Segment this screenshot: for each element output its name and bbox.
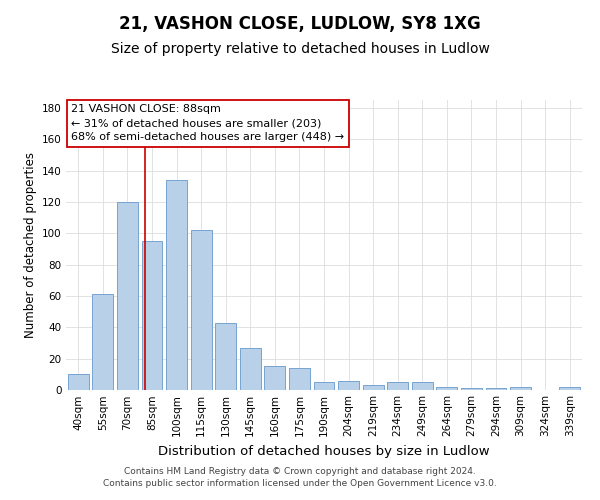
Bar (191, 230, 212, 390)
Bar (215, 322, 236, 390)
Bar (387, 382, 408, 390)
Bar (68, 374, 89, 390)
Bar (412, 382, 433, 390)
Text: Contains HM Land Registry data © Crown copyright and database right 2024.
Contai: Contains HM Land Registry data © Crown c… (103, 466, 497, 487)
Bar (166, 180, 187, 390)
Bar (117, 202, 138, 390)
Bar (461, 388, 482, 390)
Y-axis label: Number of detached properties: Number of detached properties (23, 152, 37, 338)
Bar (289, 368, 310, 390)
Bar (559, 387, 580, 390)
Bar (314, 382, 334, 390)
X-axis label: Distribution of detached houses by size in Ludlow: Distribution of detached houses by size … (158, 444, 490, 458)
Text: Size of property relative to detached houses in Ludlow: Size of property relative to detached ho… (110, 42, 490, 56)
Bar (510, 387, 531, 390)
Bar (240, 348, 261, 390)
Bar (436, 387, 457, 390)
Bar (485, 388, 506, 390)
Bar (92, 294, 113, 390)
Bar (338, 380, 359, 390)
Text: 21, VASHON CLOSE, LUDLOW, SY8 1XG: 21, VASHON CLOSE, LUDLOW, SY8 1XG (119, 15, 481, 33)
Bar (265, 366, 286, 390)
Bar (142, 241, 163, 390)
Bar (362, 386, 383, 390)
Text: 21 VASHON CLOSE: 88sqm
← 31% of detached houses are smaller (203)
68% of semi-de: 21 VASHON CLOSE: 88sqm ← 31% of detached… (71, 104, 344, 142)
